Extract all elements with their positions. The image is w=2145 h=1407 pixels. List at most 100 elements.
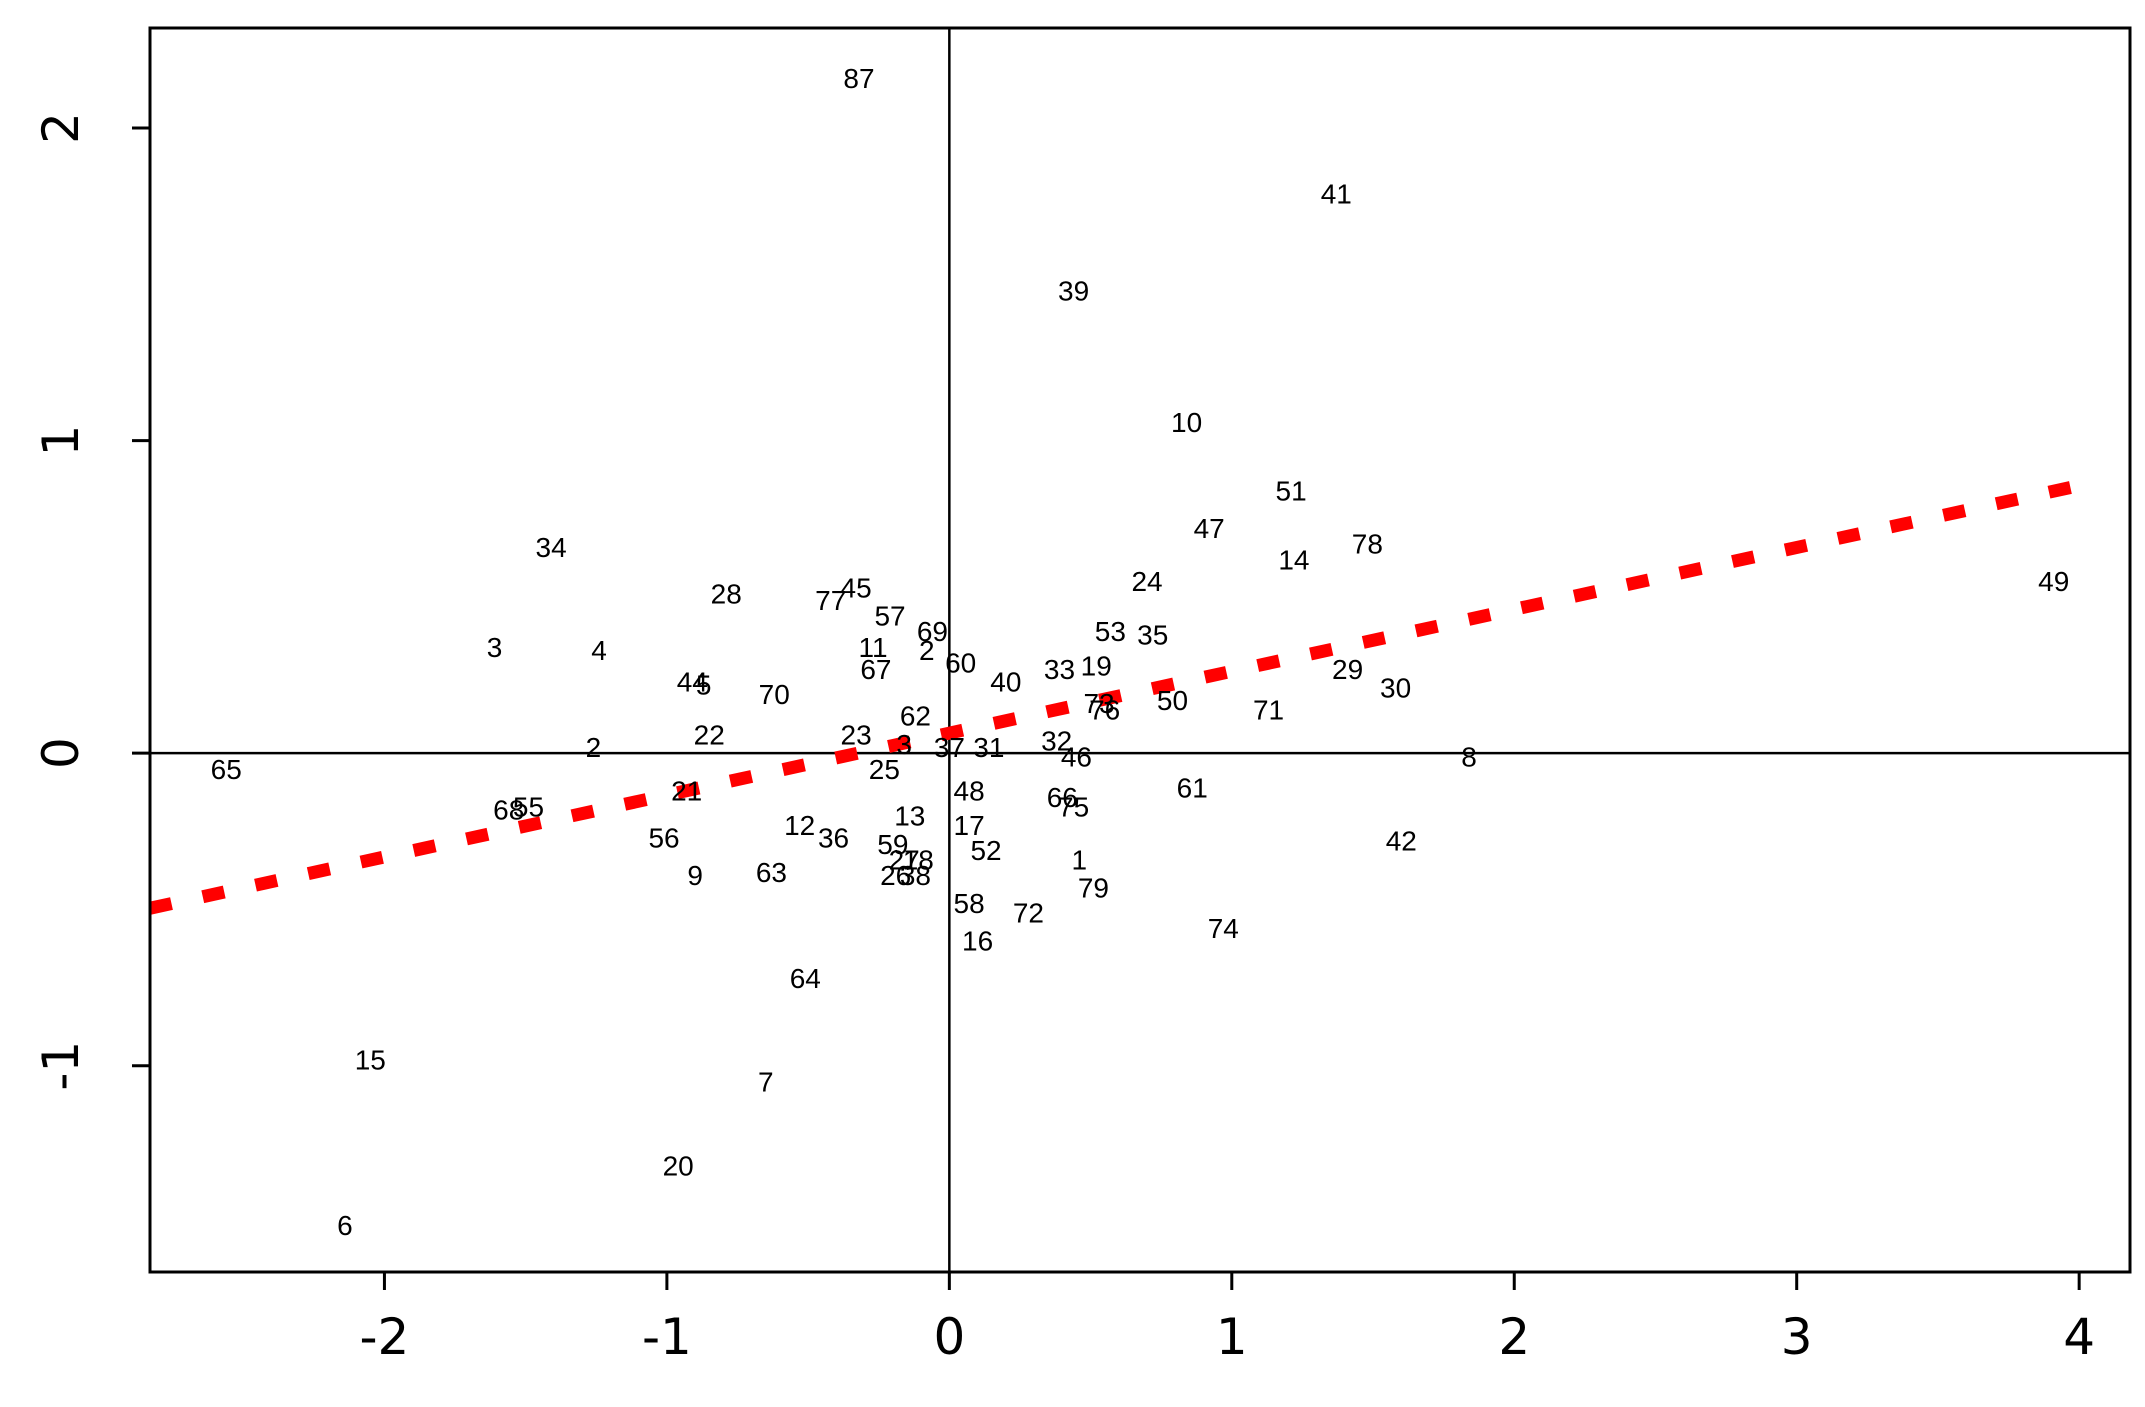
point-label-15: 15 bbox=[355, 1044, 386, 1075]
x-tick-labels: -2 -1 0 1 2 3 4 bbox=[360, 1308, 2096, 1366]
point-label-35: 35 bbox=[1137, 619, 1168, 650]
point-label-7: 7 bbox=[758, 1066, 774, 1097]
point-label-23: 23 bbox=[841, 719, 872, 750]
point-label-68: 68 bbox=[493, 794, 524, 825]
point-label-74: 74 bbox=[1208, 913, 1239, 944]
trend-line-group bbox=[148, 476, 2095, 915]
point-label-39: 39 bbox=[1058, 276, 1089, 307]
point-label-9: 9 bbox=[687, 860, 703, 891]
point-label-21: 21 bbox=[671, 776, 702, 807]
point-label-72: 72 bbox=[1013, 898, 1044, 929]
x-tick-label: -1 bbox=[642, 1308, 692, 1366]
point-label-17: 17 bbox=[954, 810, 985, 841]
x-tick-label: 0 bbox=[933, 1308, 965, 1366]
point-label-58: 58 bbox=[954, 888, 985, 919]
x-tick-label: 3 bbox=[1781, 1308, 1813, 1366]
point-label-27: 27 bbox=[889, 844, 920, 875]
point-label-66: 66 bbox=[1047, 782, 1078, 813]
trend-line bbox=[148, 476, 2095, 915]
point-label-30: 30 bbox=[1380, 673, 1411, 704]
x-tick-label: -2 bbox=[360, 1308, 410, 1366]
y-tick-label: -1 bbox=[32, 1041, 90, 1091]
point-label-13: 13 bbox=[894, 801, 925, 832]
point-label-75: 75 bbox=[1058, 791, 1089, 822]
point-label-2: 2 bbox=[919, 635, 935, 666]
point-label-29: 29 bbox=[1332, 654, 1363, 685]
point-label-79: 79 bbox=[1078, 873, 1109, 904]
y-tick-label: 2 bbox=[32, 112, 90, 144]
point-label-57: 57 bbox=[874, 601, 905, 632]
point-label-32: 32 bbox=[1041, 726, 1072, 757]
point-label-70: 70 bbox=[759, 679, 790, 710]
point-label-1: 1 bbox=[1071, 844, 1087, 875]
y-tick-label: 0 bbox=[32, 737, 90, 769]
y-tick-label: 1 bbox=[32, 425, 90, 457]
point-label-37: 37 bbox=[934, 732, 965, 763]
point-label-52: 52 bbox=[970, 835, 1001, 866]
point-label-46: 46 bbox=[1061, 741, 1092, 772]
point-label-31: 31 bbox=[973, 732, 1004, 763]
x-tick-marks bbox=[382, 1272, 2081, 1290]
y-tick-labels: -1 0 1 2 bbox=[32, 112, 90, 1091]
point-label-28: 28 bbox=[711, 579, 742, 610]
point-label-25: 25 bbox=[869, 754, 900, 785]
point-label-4: 4 bbox=[591, 635, 607, 666]
point-label-50: 50 bbox=[1157, 685, 1188, 716]
x-tick-label: 2 bbox=[1498, 1308, 1530, 1366]
point-label-33: 33 bbox=[1044, 654, 1075, 685]
point-label-59: 59 bbox=[877, 829, 908, 860]
point-label-10: 10 bbox=[1171, 407, 1202, 438]
y-tick-marks bbox=[132, 126, 150, 1068]
point-label-6: 6 bbox=[337, 1210, 353, 1241]
point-label-24: 24 bbox=[1131, 566, 1162, 597]
point-label-41: 41 bbox=[1321, 179, 1352, 210]
point-label-8: 8 bbox=[1461, 741, 1477, 772]
point-label-61: 61 bbox=[1177, 773, 1208, 804]
point-label-73: 73 bbox=[1083, 688, 1114, 719]
point-label-60: 60 bbox=[945, 648, 976, 679]
point-label-87: 87 bbox=[843, 63, 874, 94]
point-label-49: 49 bbox=[2038, 566, 2069, 597]
point-label-64: 64 bbox=[790, 963, 821, 994]
point-label-11: 11 bbox=[859, 632, 888, 663]
point-label-16: 16 bbox=[962, 926, 993, 957]
point-label-5: 5 bbox=[696, 669, 712, 700]
point-label-18: 18 bbox=[903, 844, 934, 875]
point-label-19: 19 bbox=[1081, 651, 1112, 682]
point-label-51: 51 bbox=[1276, 476, 1307, 507]
point-label-77: 77 bbox=[815, 585, 846, 616]
point-label-34: 34 bbox=[536, 532, 567, 563]
point-label-42: 42 bbox=[1386, 826, 1417, 857]
point-label-22: 22 bbox=[694, 719, 725, 750]
point-label-69: 69 bbox=[917, 616, 948, 647]
point-label-71: 71 bbox=[1253, 694, 1284, 725]
point-label-44: 44 bbox=[677, 666, 708, 697]
point-label-76: 76 bbox=[1089, 694, 1120, 725]
x-tick-label: 4 bbox=[2063, 1308, 2095, 1366]
point-label-78: 78 bbox=[1352, 529, 1383, 560]
point-label-14: 14 bbox=[1278, 544, 1309, 575]
point-label-47: 47 bbox=[1194, 513, 1225, 544]
point-label-3: 3 bbox=[896, 729, 912, 760]
point-label-26: 26 bbox=[880, 860, 911, 891]
point-label-56: 56 bbox=[648, 823, 679, 854]
reference-lines bbox=[150, 28, 2130, 1272]
point-label-36: 36 bbox=[818, 823, 849, 854]
point-label-2: 2 bbox=[586, 732, 602, 763]
point-label-65: 65 bbox=[211, 754, 242, 785]
point-label-63: 63 bbox=[756, 857, 787, 888]
point-label-12: 12 bbox=[784, 810, 815, 841]
point-label-3: 3 bbox=[487, 632, 503, 663]
point-label-48: 48 bbox=[954, 776, 985, 807]
point-label-20: 20 bbox=[663, 1151, 694, 1182]
point-label-67: 67 bbox=[860, 654, 891, 685]
x-tick-label: 1 bbox=[1216, 1308, 1248, 1366]
point-label-55: 55 bbox=[513, 791, 544, 822]
plot-frame bbox=[148, 26, 2132, 1274]
point-label-53: 53 bbox=[1095, 616, 1126, 647]
point-label-45: 45 bbox=[841, 572, 872, 603]
point-label-62: 62 bbox=[900, 701, 931, 732]
point-label-40: 40 bbox=[990, 666, 1021, 697]
